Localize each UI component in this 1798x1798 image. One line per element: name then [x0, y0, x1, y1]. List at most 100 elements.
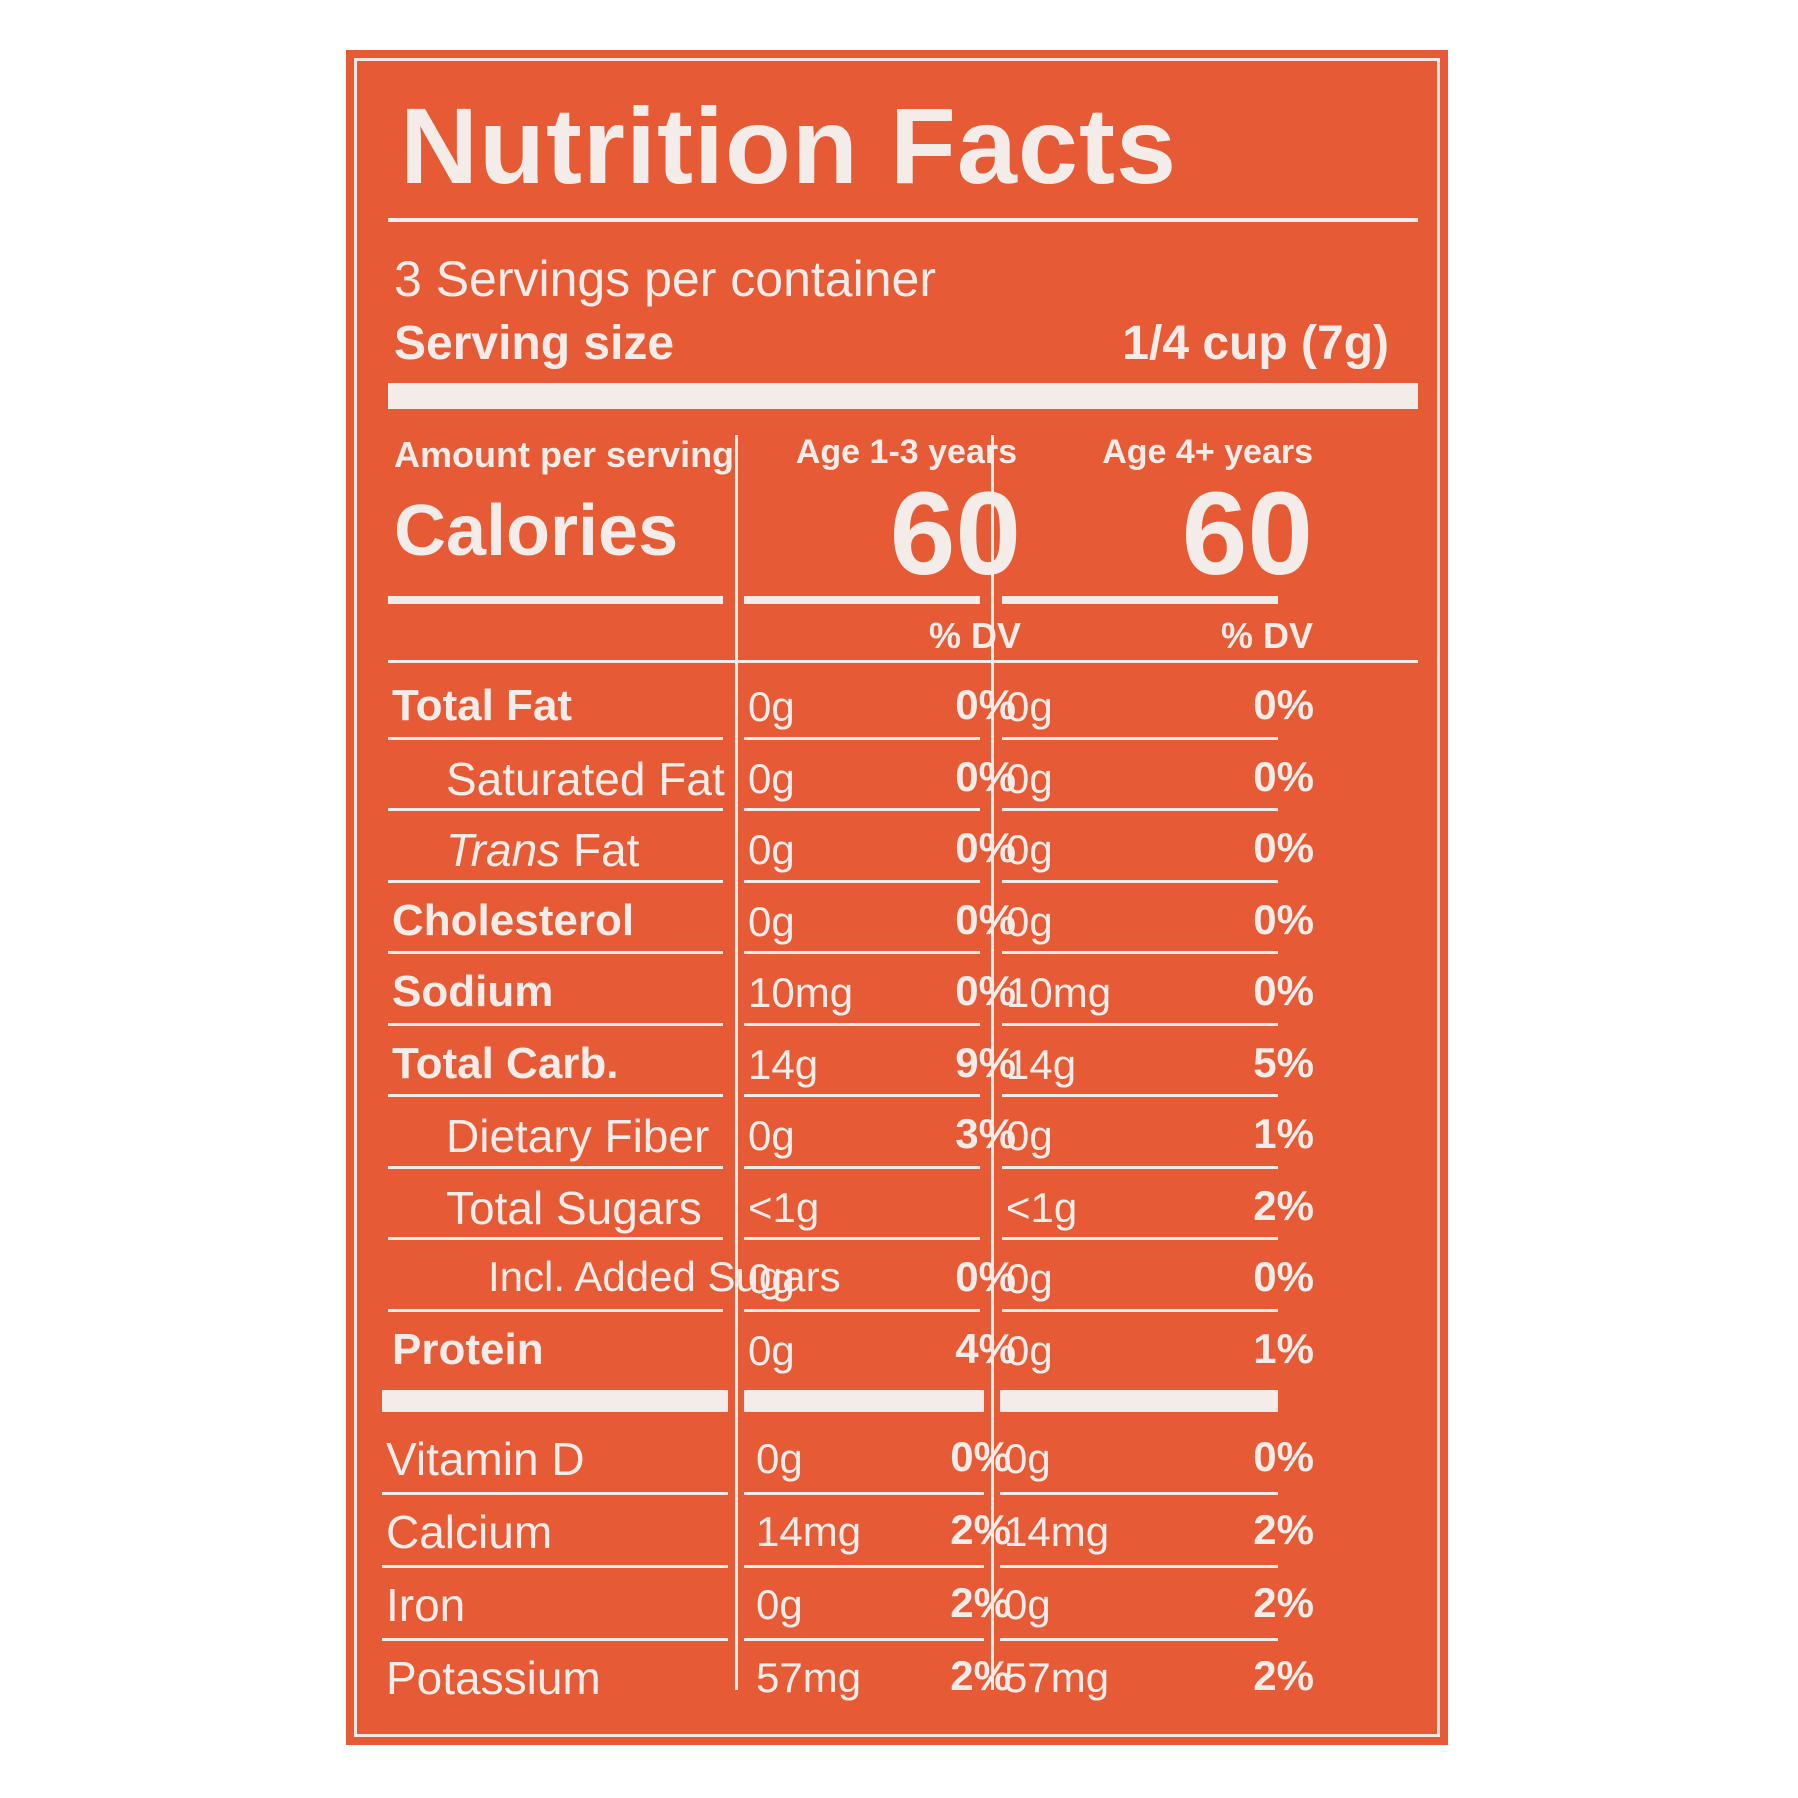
vitamin-amount-age-4-plus: 57mg [1004, 1654, 1110, 1701]
vitamin-amount-age-1-3: 0g [756, 1581, 803, 1628]
vitamin-dv-age-1-3: 0% [950, 1433, 1011, 1480]
nutrient-name: Trans Fat [446, 827, 639, 873]
vitamin-amount-age-4-plus: 14mg [1004, 1508, 1110, 1555]
vitamin-name: Calcium [386, 1506, 553, 1558]
dv-age-4-plus: 0% [1253, 681, 1314, 728]
amount-age-4-plus: 0g [1006, 897, 1053, 945]
amount-age-1-3: 0g [748, 826, 795, 873]
vitamin-dv-age-4-plus: 2% [1253, 1506, 1314, 1553]
dv-age-1-3: 0% [955, 895, 1016, 943]
amount-age-1-3: <1g [748, 1183, 820, 1231]
amount-age-4-plus: 10mg [1006, 969, 1112, 1016]
nutrient-name: Protein [392, 1324, 544, 1374]
column-heading-age-1-3: Age 1-3 years [795, 433, 1017, 471]
nutrient-name: Saturated Fat [446, 756, 725, 802]
vitamin-dv-age-4-plus: 2% [1253, 1579, 1314, 1626]
row-divider [1002, 808, 1278, 811]
vitamin-row-divider [382, 1565, 728, 1568]
column-divider-2 [991, 435, 994, 1690]
vitamin-dv-age-1-3: 2% [950, 1579, 1011, 1626]
nutrient-name: Cholesterol [392, 895, 635, 945]
dv-age-4-plus: 0% [1253, 895, 1314, 943]
vitamin-row-divider [744, 1565, 984, 1568]
vitamin-row-divider [382, 1638, 728, 1641]
row-divider [388, 879, 723, 883]
nutrient-name: Sodium [392, 970, 553, 1014]
row-divider [1002, 1308, 1278, 1312]
dv-age-4-plus: 0% [1253, 1253, 1314, 1300]
row-divider [744, 1094, 980, 1097]
calories-value-age-1-3: 60 [889, 468, 1021, 600]
vitamin-row-divider [1000, 1638, 1278, 1641]
amount-age-4-plus: 0g [1006, 1112, 1053, 1159]
row-divider [388, 1165, 723, 1169]
dv-age-1-3: 0% [955, 752, 1016, 800]
row-divider [388, 808, 723, 811]
amount-age-4-plus: 0g [1006, 754, 1053, 802]
amount-age-4-plus: 14g [1006, 1040, 1077, 1088]
vitamin-row-divider [744, 1492, 984, 1495]
row-divider [1002, 951, 1278, 954]
panel-border [354, 58, 1440, 1737]
row-divider [1002, 1237, 1278, 1240]
amount-age-1-3: 0g [748, 1326, 795, 1374]
dv-header-age-1-3: % DV [928, 615, 1021, 656]
vitamin-amount-age-1-3: 14mg [756, 1508, 862, 1555]
dv-age-1-3: 0% [955, 824, 1016, 871]
row-divider [1002, 879, 1278, 883]
row-divider [388, 736, 723, 740]
nutrient-name-text: Total Carb. [392, 1038, 619, 1088]
vitamin-thick-divider-b [744, 1390, 984, 1412]
vitamin-row-divider [1000, 1565, 1278, 1568]
dv-age-1-3: 9% [955, 1038, 1016, 1086]
dv-age-4-plus: 1% [1253, 1324, 1314, 1372]
row-divider [1002, 1165, 1278, 1169]
calories-divider-a [388, 596, 723, 604]
row-divider [388, 1308, 723, 1312]
row-divider [1002, 1094, 1278, 1097]
vitamin-amount-age-1-3: 57mg [756, 1654, 862, 1701]
serving-size-label: Serving size [394, 317, 675, 370]
amount-age-4-plus: <1g [1006, 1183, 1078, 1231]
nutrient-name: Total Fat [392, 684, 572, 728]
vitamin-dv-age-4-plus: 0% [1253, 1433, 1314, 1480]
dv-age-1-3: 4% [955, 1324, 1016, 1372]
row-divider [744, 951, 980, 954]
dv-age-4-plus: 0% [1253, 752, 1314, 800]
row-divider [744, 1165, 980, 1169]
calories-label: Calories [394, 491, 679, 571]
amount-age-1-3: 0g [748, 1255, 795, 1302]
vitamin-row-divider [1000, 1492, 1278, 1495]
calories-value-age-4-plus: 60 [1181, 468, 1313, 600]
serving-thick-divider [388, 383, 1418, 409]
dv-age-1-3: 0% [955, 967, 1016, 1014]
vitamin-amount-age-1-3: 0g [756, 1435, 803, 1482]
nutrient-name-text: Cholesterol [392, 895, 635, 945]
vitamin-thick-divider-a [382, 1390, 728, 1412]
nutrient-name-text: Protein [392, 1324, 544, 1374]
amount-age-1-3: 0g [748, 683, 795, 730]
servings-per-container: 3 Servings per container [394, 251, 936, 307]
amount-age-4-plus: 0g [1006, 683, 1053, 730]
nutrient-name-text: Fat [560, 824, 640, 876]
column-divider-1 [735, 435, 738, 1690]
row-divider [388, 1022, 723, 1026]
vitamin-thick-divider-c [1000, 1390, 1278, 1412]
nutrient-name: Dietary Fiber [446, 1113, 709, 1159]
column-heading-age-4-plus: Age 4+ years [1102, 433, 1313, 471]
vitamin-dv-age-1-3: 2% [950, 1652, 1011, 1699]
amount-age-1-3: 0g [748, 754, 795, 802]
vitamin-amount-age-4-plus: 0g [1004, 1435, 1051, 1482]
title-divider [388, 218, 1418, 222]
dv-age-1-3: 0% [955, 1253, 1016, 1300]
row-divider [744, 808, 980, 811]
row-divider [1002, 736, 1278, 740]
nutrient-name: Incl. Added Sugars [488, 1256, 841, 1298]
amount-age-1-3: 10mg [748, 969, 854, 1016]
amount-per-serving: Amount per serving [394, 434, 735, 475]
vitamin-name: Iron [386, 1579, 466, 1631]
vitamin-row-divider [382, 1492, 728, 1495]
dv-age-4-plus: 2% [1253, 1181, 1314, 1229]
row-divider [744, 1308, 980, 1312]
nutrient-name-text: Sodium [392, 967, 554, 1016]
